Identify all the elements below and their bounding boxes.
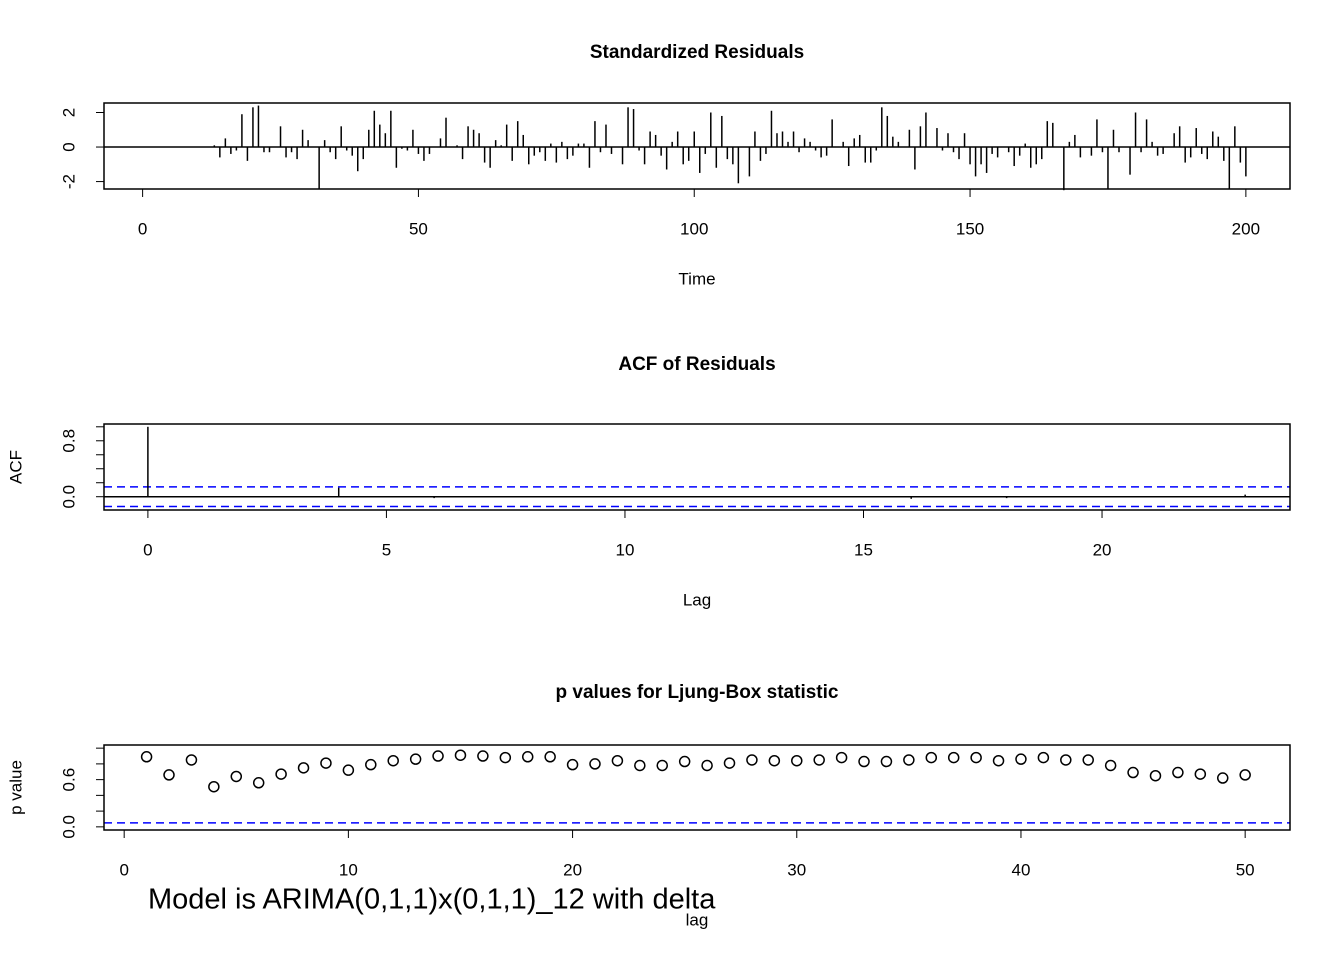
point [409,753,422,765]
point [589,758,601,770]
point [1149,769,1162,782]
point [185,754,198,766]
point [454,749,467,761]
point [320,757,332,769]
y-tick-label: 0.6 [59,768,78,792]
point [432,750,444,762]
point [252,777,265,789]
point [275,768,287,780]
point [342,764,355,776]
point [297,762,310,774]
point [163,769,175,781]
x-tick-label: 10 [616,540,635,559]
point [634,759,646,772]
point [813,754,825,766]
y-tick-label: 0.0 [59,815,78,839]
x-tick-label: 100 [680,219,708,238]
point [140,751,153,763]
point [656,759,668,772]
point [880,755,893,768]
point [1239,769,1251,781]
point [947,751,960,764]
point [1104,759,1117,772]
point [678,755,691,768]
point [1194,768,1207,780]
annotation: Model is ARIMA(0,1,1)x(0,1,1)_12 with de… [148,884,716,916]
x-tick-label: 20 [1093,540,1112,559]
x-tick-label: 30 [787,860,806,879]
point [1060,754,1072,766]
point [1015,753,1027,765]
point [387,754,399,767]
point [230,770,243,783]
point [477,750,489,762]
plot-frame [103,102,1291,190]
y-tick-label: 0.8 [59,429,78,453]
x-tick-label: 5 [382,540,391,559]
point [1172,766,1184,779]
x-tick-label: 0 [143,540,152,559]
point [992,754,1005,767]
point [499,751,512,764]
x-tick-label: 200 [1232,219,1260,238]
y-axis-label: p value [6,760,25,815]
x-axis-label: Lag [683,590,711,609]
point [925,751,938,764]
point [208,780,220,793]
point [365,758,377,771]
point [791,754,803,767]
point [903,754,915,766]
plot-frame [103,744,1291,831]
point [768,754,781,767]
y-tick-label: -2 [59,174,78,189]
point [1216,772,1229,784]
point [701,759,713,772]
x-tick-label: 0 [119,860,128,879]
point [544,751,556,763]
x-tick-label: 10 [339,860,358,879]
x-tick-label: 150 [956,219,984,238]
point [835,751,848,764]
x-tick-label: 15 [854,540,873,559]
x-axis-label: Time [678,269,715,288]
panel-title: p values for Ljung-Box statistic [556,682,839,703]
y-tick-label: 2 [59,108,78,117]
point [1037,751,1050,764]
point [1082,754,1094,766]
point [970,751,982,764]
plot-frame [103,423,1291,511]
y-tick-label: 0 [59,142,78,151]
point [746,754,758,766]
x-tick-label: 50 [409,219,428,238]
y-tick-label: 0.0 [59,485,78,509]
x-axis-label: lag [686,910,709,929]
x-tick-label: 50 [1236,860,1255,879]
point [1127,766,1139,779]
point [566,758,579,771]
y-axis-label: ACF [6,450,25,484]
panel-title: Standardized Residuals [590,42,804,63]
x-tick-label: 20 [563,860,582,879]
point [611,754,624,767]
point [858,755,870,768]
x-tick-label: 0 [138,219,147,238]
point [521,751,534,763]
x-tick-label: 40 [1012,860,1031,879]
panel-title: ACF of Residuals [618,354,775,375]
point [723,757,736,769]
